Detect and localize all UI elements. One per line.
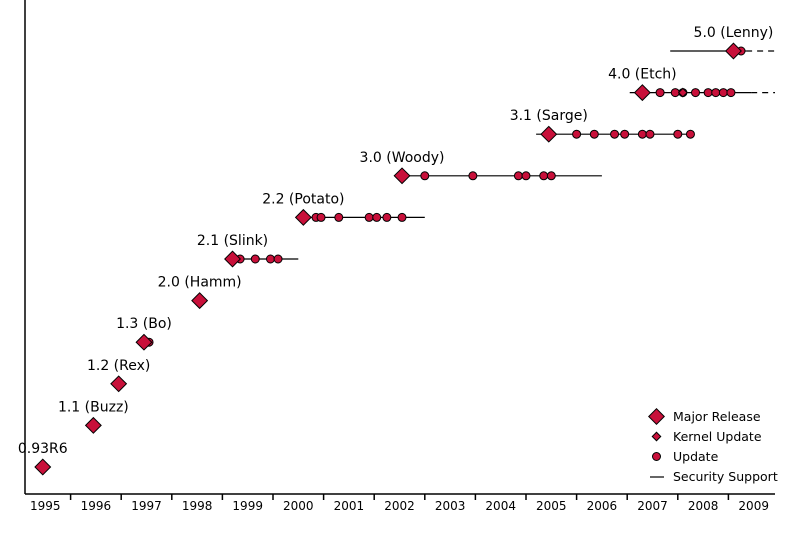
legend-major-release-swatch — [648, 408, 665, 425]
x-tick-label: 2001 — [334, 499, 365, 513]
major-release-markers — [34, 42, 742, 476]
major-release-marker — [393, 167, 411, 185]
release-label: 2.2 (Potato) — [262, 191, 344, 207]
x-tick-label: 2006 — [587, 499, 618, 513]
update-marker — [420, 171, 430, 181]
x-axis-ticks: 1995 1996 1997 1998 1999 2000 2001 2002 2003 2004… — [30, 494, 769, 513]
legend: Major Release Kernel Update Update Secur… — [648, 408, 778, 484]
update-marker — [620, 129, 630, 139]
legend-security-support-label: Security Support — [673, 469, 778, 484]
update-marker — [637, 129, 647, 139]
x-tick-label: 2002 — [384, 499, 415, 513]
update-marker — [572, 129, 582, 139]
release-label: 2.1 (Slink) — [197, 233, 268, 249]
update-marker — [265, 254, 275, 264]
major-release-marker — [724, 42, 742, 60]
x-tick-label: 1997 — [131, 499, 162, 513]
update-marker — [250, 254, 260, 264]
update-marker — [521, 171, 531, 181]
update-marker — [513, 171, 523, 181]
update-marker — [364, 212, 374, 222]
x-tick-label: 2005 — [536, 499, 567, 513]
update-marker — [655, 88, 665, 98]
major-release-marker — [540, 125, 558, 143]
release-labels: 0.93R6 1.1 (Buzz) 1.2 (Rex) 1.3 (Bo) 2.0 (Ha… — [18, 25, 774, 457]
update-marker — [372, 212, 382, 222]
security-support-lines — [232, 50, 775, 260]
update-marker — [685, 129, 695, 139]
legend-kernel-update-label: Kernel Update — [673, 429, 762, 444]
major-release-marker — [633, 84, 651, 102]
update-marker — [589, 129, 599, 139]
release-label: 1.1 (Buzz) — [58, 399, 129, 415]
release-label: 0.93R6 — [18, 441, 68, 457]
update-marker — [726, 88, 736, 98]
legend-kernel-update-swatch — [651, 431, 662, 442]
major-release-marker — [110, 375, 128, 393]
update-marker — [382, 212, 392, 222]
x-tick-label: 2008 — [688, 499, 719, 513]
update-marker — [539, 171, 549, 181]
kernel-update-markers — [677, 87, 688, 98]
update-marker — [316, 212, 326, 222]
x-tick-label: 2000 — [283, 499, 314, 513]
x-tick-label: 1995 — [30, 499, 61, 513]
kernel-update-marker — [677, 87, 688, 98]
release-label: 3.0 (Woody) — [360, 150, 445, 166]
axes — [24, 0, 775, 495]
major-release-marker — [294, 208, 312, 226]
x-tick-label: 1996 — [81, 499, 112, 513]
release-label: 5.0 (Lenny) — [694, 25, 774, 41]
major-release-marker — [191, 292, 209, 310]
release-label: 4.0 (Etch) — [608, 67, 677, 83]
update-marker — [703, 88, 713, 98]
update-marker — [718, 88, 728, 98]
release-label: 1.3 (Bo) — [116, 316, 172, 332]
major-release-marker — [34, 458, 52, 476]
major-release-marker — [224, 250, 242, 268]
x-tick-label: 2007 — [637, 499, 668, 513]
x-tick-label: 2004 — [485, 499, 516, 513]
x-tick-label: 2009 — [738, 499, 769, 513]
x-tick-label: 1998 — [182, 499, 213, 513]
major-release-marker — [84, 416, 102, 434]
update-marker — [610, 129, 620, 139]
update-markers — [144, 46, 746, 347]
update-marker — [645, 129, 655, 139]
release-label: 1.2 (Rex) — [87, 358, 150, 374]
x-tick-label: 2003 — [435, 499, 466, 513]
update-marker — [397, 212, 407, 222]
update-marker — [691, 88, 701, 98]
legend-major-release-label: Major Release — [673, 409, 761, 424]
update-marker — [468, 171, 478, 181]
legend-update-swatch — [652, 452, 661, 461]
update-marker — [273, 254, 283, 264]
release-label: 3.1 (Sarge) — [510, 108, 588, 124]
legend-update-label: Update — [673, 449, 719, 464]
update-marker — [546, 171, 556, 181]
release-label: 2.0 (Hamm) — [158, 275, 242, 291]
major-release-marker — [135, 333, 153, 351]
x-tick-label: 1999 — [232, 499, 263, 513]
update-marker — [711, 88, 721, 98]
update-marker — [334, 212, 344, 222]
update-marker — [673, 129, 683, 139]
